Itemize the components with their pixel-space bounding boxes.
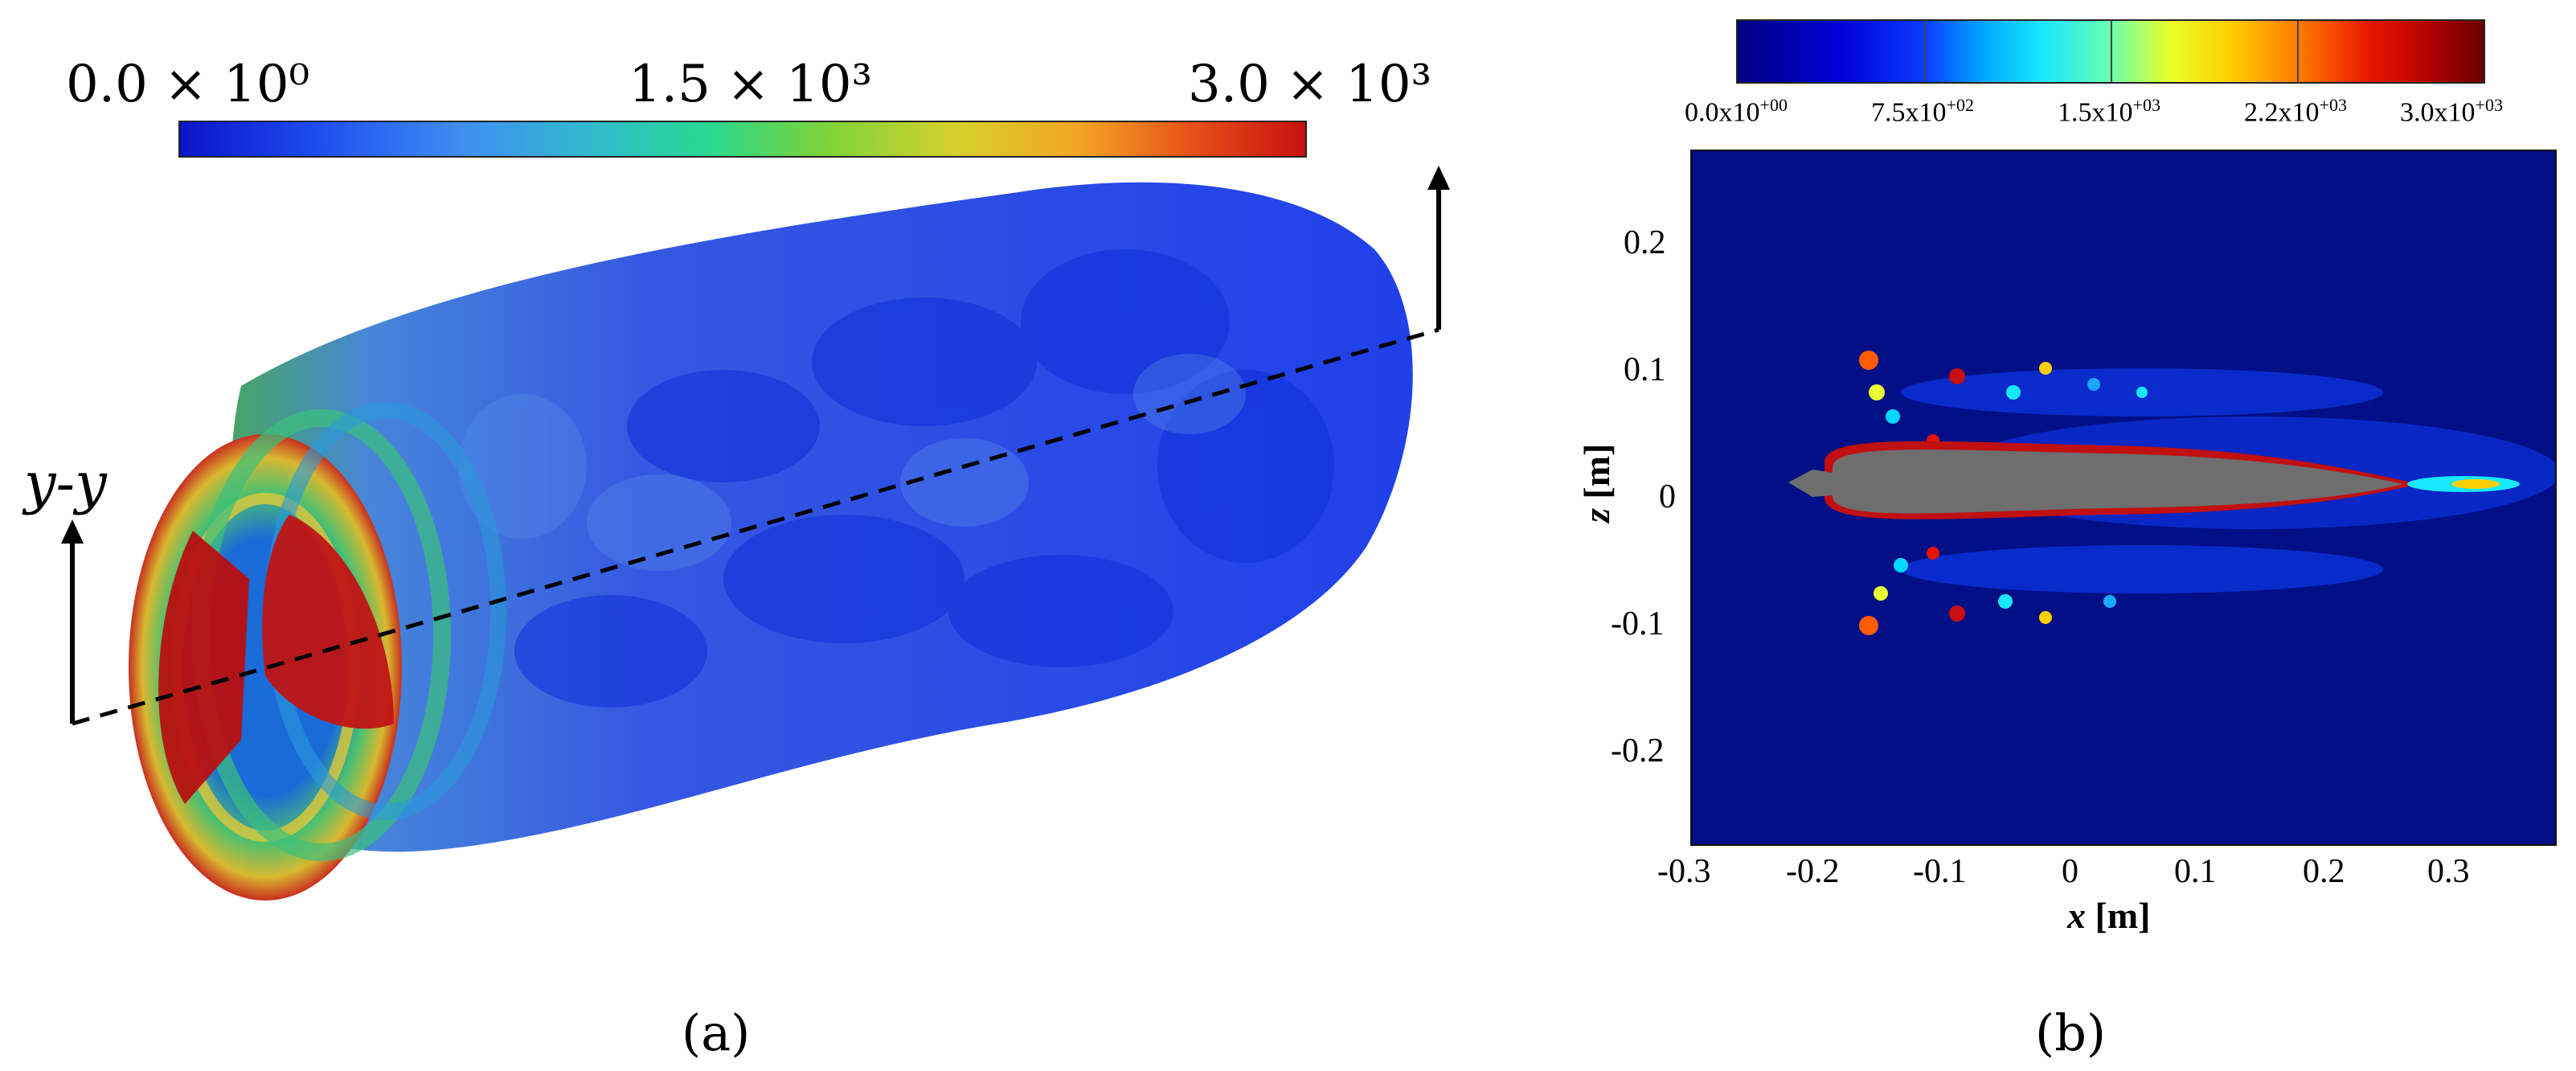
y-tick-label: 0 xyxy=(1659,478,1676,515)
x-tick-label: -0.3 xyxy=(1657,853,1711,890)
y-tick-label: -0.1 xyxy=(1611,605,1665,642)
contour-field xyxy=(1690,150,2557,846)
y-tick-label: -0.2 xyxy=(1611,732,1665,769)
panel-b-colorbar-label-1: 7.5x10+02 xyxy=(1871,95,1974,128)
y-tick-label: 0.2 xyxy=(1624,224,1666,261)
panel-b-colorbar xyxy=(1736,19,2485,84)
cut-plane-label: y-y xyxy=(24,450,107,516)
panel-b-colorbar-label-4: 3.0x10+03 xyxy=(2400,95,2503,128)
panel-a-colorbar xyxy=(178,121,1307,158)
x-tick-label: -0.2 xyxy=(1786,853,1840,890)
vortex-isosurface-render xyxy=(61,166,1450,901)
x-tick-label: 0.3 xyxy=(2427,853,2470,890)
x-tick-label: 0.1 xyxy=(2174,853,2217,890)
panel-a-colorbar-max-label: 3.0 × 10³ xyxy=(1188,55,1432,114)
panel-b-caption: (b) xyxy=(2035,1003,2107,1062)
y-axis-label: z [m] xyxy=(1576,443,1617,523)
panel-a-colorbar-mid-label: 1.5 × 10³ xyxy=(629,55,873,114)
x-tick-label: 0.2 xyxy=(2303,853,2345,890)
x-tick-label: 0 xyxy=(2062,853,2078,890)
panel-a-colorbar-min-label: 0.0 × 10⁰ xyxy=(66,55,310,114)
x-tick-label: -0.1 xyxy=(1913,853,1967,890)
panel-b-colorbar-label-2: 1.5x10+03 xyxy=(2058,95,2160,128)
vorticity-contour-plot xyxy=(1788,351,2555,635)
panel-b-colorbar-label-3: 2.2x10+03 xyxy=(2244,95,2347,128)
x-axis-label: x [m] xyxy=(2067,895,2151,936)
panel-b-colorbar-label-0: 0.0x10+00 xyxy=(1685,95,1788,128)
panel-a-caption: (a) xyxy=(682,1003,751,1062)
y-tick-label: 0.1 xyxy=(1624,351,1666,388)
